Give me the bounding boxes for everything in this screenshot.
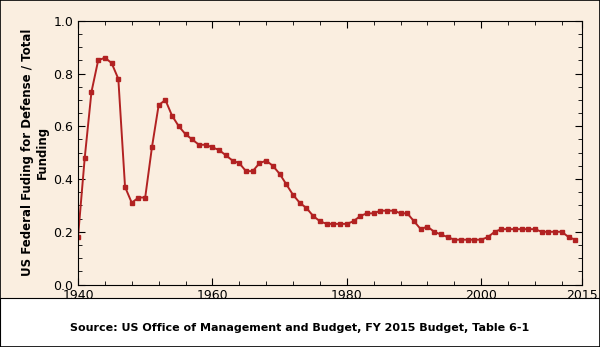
X-axis label: Fiscal Year: Fiscal Year (288, 308, 372, 322)
Y-axis label: US Federal Fuding for Defense / Total
Funding: US Federal Fuding for Defense / Total Fu… (21, 29, 49, 276)
Text: Source: US Office of Management and Budget, FY 2015 Budget, Table 6-1: Source: US Office of Management and Budg… (70, 323, 530, 333)
